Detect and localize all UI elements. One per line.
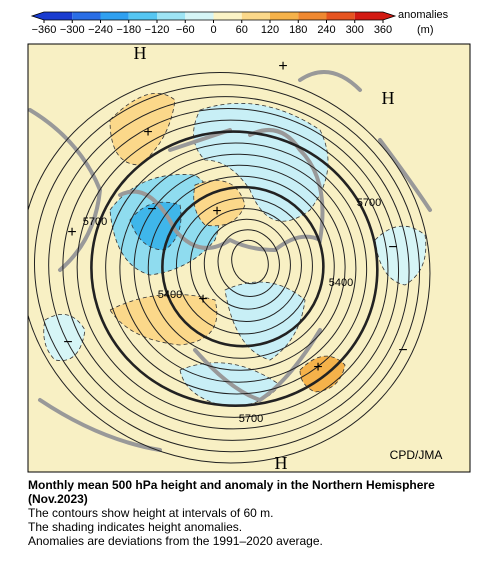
plus-marker: + — [143, 124, 152, 141]
colorbar: −360 −300 −240 −180 −120 −60 0 60 120 180 240 300 36… — [30, 11, 397, 36]
contour-label: 5700 — [239, 413, 263, 425]
colorbar-segment — [213, 12, 242, 20]
minus-marker: − — [63, 334, 72, 351]
contour-line — [90, 130, 379, 408]
colorbar-tick-label: 120 — [261, 24, 279, 36]
contour-label: 5400 — [158, 289, 182, 301]
contour-line — [203, 218, 291, 310]
contour-line — [62, 107, 400, 430]
colorbar-tick-label: −360 — [32, 24, 57, 36]
colorbar-tick-label: −60 — [176, 24, 195, 36]
plus-marker: + — [313, 359, 322, 376]
high-marker: H — [275, 453, 288, 473]
plus-marker: + — [278, 58, 287, 75]
colorbar-tick-label: −300 — [60, 24, 85, 36]
colorbar-tick-label: 60 — [236, 24, 248, 36]
colorbar-tick-label: 240 — [317, 24, 335, 36]
colorbar-title: anomalies — [398, 9, 449, 21]
colorbar-segment — [354, 12, 383, 20]
caption-line: The contours show height at intervals of… — [28, 506, 274, 520]
high-marker: H — [134, 43, 147, 63]
minus-marker: − — [147, 201, 156, 218]
contour-line — [217, 229, 280, 297]
caption-line: Anomalies are deviations from the 1991–2… — [28, 534, 323, 548]
contour-label: 5400 — [329, 277, 353, 289]
colorbar-unit: (m) — [417, 24, 434, 36]
colorbar-segment — [128, 12, 157, 20]
colorbar-tick-label: 0 — [210, 24, 216, 36]
colorbar-tick-label: −120 — [145, 24, 170, 36]
colorbar-segment — [44, 12, 73, 20]
colorbar-segment — [241, 12, 270, 20]
caption-title: Monthly mean 500 hPa height and anomaly … — [28, 478, 435, 506]
colorbar-segment — [185, 12, 214, 20]
colorbar-segment — [157, 12, 186, 20]
contour-line — [133, 164, 346, 371]
colorbar-arrow — [383, 12, 395, 20]
contour-label: 5700 — [357, 197, 381, 209]
caption: Monthly mean 500 hPa height and anomaly … — [28, 478, 473, 548]
minus-marker: − — [388, 239, 397, 256]
contour-line — [189, 208, 302, 323]
minus-marker: − — [398, 342, 407, 359]
colorbar-segment — [298, 12, 327, 20]
colorbar-tick-label: −180 — [116, 24, 141, 36]
colorbar-tick-label: −240 — [88, 24, 113, 36]
colorbar-segment — [326, 12, 355, 20]
colorbar-arrow — [32, 12, 44, 20]
contour-line — [147, 175, 335, 359]
credit: CPD/JMA — [390, 448, 443, 462]
plus-marker: + — [67, 224, 76, 241]
map-frame — [27, 43, 471, 473]
contour-line — [175, 197, 313, 335]
colorbar-tick-label: 300 — [346, 24, 364, 36]
colorbar-segment — [72, 12, 101, 20]
contour-line — [34, 84, 421, 453]
colorbar-tick-label: 180 — [289, 24, 307, 36]
colorbar-segment — [270, 12, 299, 20]
plus-marker: + — [212, 203, 221, 220]
contour-line — [231, 239, 269, 285]
height-contours — [28, 72, 431, 464]
contour-line — [119, 153, 357, 383]
contour-line — [76, 119, 389, 418]
colorbar-tick-label: 360 — [374, 24, 392, 36]
high-marker: H — [382, 88, 395, 108]
contour-line — [28, 72, 431, 464]
caption-line: The shading indicates height anomalies. — [28, 520, 243, 534]
contour-line — [161, 185, 325, 348]
plus-marker: + — [198, 291, 207, 308]
map: H H H + + + + + + − − − − 5700 5700 5400… — [28, 43, 470, 473]
colorbar-segment — [100, 12, 129, 20]
contour-line — [105, 142, 368, 395]
contour-label: 5700 — [83, 216, 107, 228]
figure: −360 −300 −240 −180 −120 −60 0 60 120 180 240 300 36… — [27, 9, 471, 473]
contour-line — [48, 96, 410, 441]
